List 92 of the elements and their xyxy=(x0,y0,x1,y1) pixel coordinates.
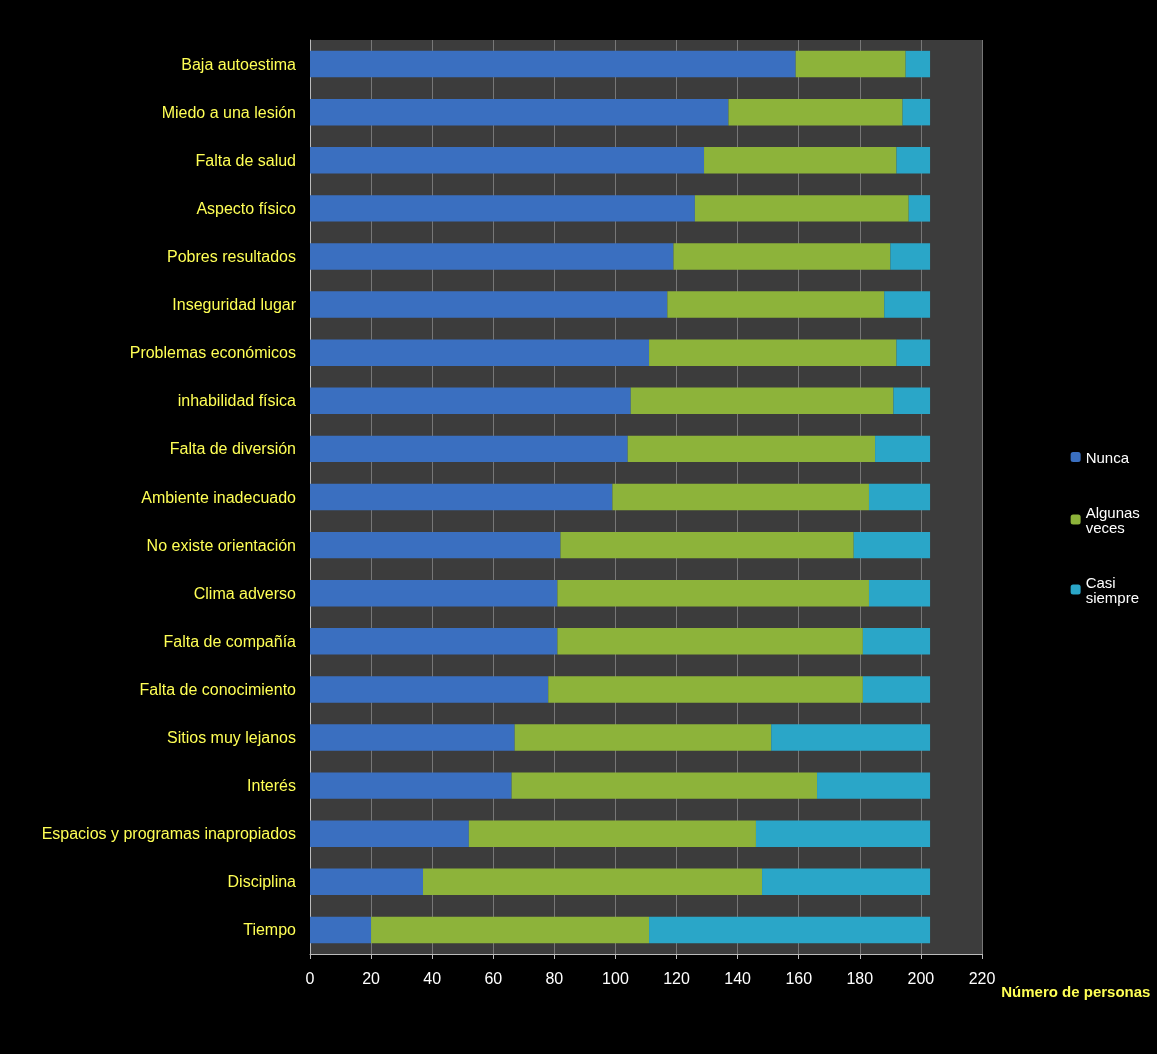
legend-label: Algunas veces xyxy=(1085,503,1144,536)
bar xyxy=(627,435,876,463)
bar xyxy=(310,50,796,78)
bar xyxy=(310,916,372,944)
bar xyxy=(310,98,729,126)
bar xyxy=(817,772,931,799)
bar xyxy=(310,435,628,463)
bar xyxy=(310,579,558,607)
y-tick-label: Falta de conocimiento xyxy=(139,680,297,698)
bar xyxy=(514,724,772,751)
bar xyxy=(673,243,891,270)
bar xyxy=(884,291,931,318)
x-tick-label: 100 xyxy=(602,969,629,987)
y-tick-label: Miedo a una lesión xyxy=(161,103,296,121)
y-tick-label: Sitios muy lejanos xyxy=(167,729,296,747)
x-tick-label: 120 xyxy=(663,969,690,987)
y-tick-label: Falta de compañía xyxy=(163,632,297,650)
legend-label: Casi siempre xyxy=(1085,573,1139,606)
bar xyxy=(310,291,668,318)
bar xyxy=(896,147,931,174)
bar xyxy=(557,579,869,607)
bar xyxy=(862,676,931,703)
x-tick-label: 180 xyxy=(846,969,874,987)
y-tick-label: Falta de salud xyxy=(195,151,296,169)
bar xyxy=(890,243,931,270)
x-tick-label: 80 xyxy=(545,969,564,987)
legend-label: Nunca xyxy=(1085,448,1130,466)
bar xyxy=(649,339,897,366)
bar xyxy=(310,676,549,703)
y-tick-label: Ambiente inadecuado xyxy=(141,488,297,506)
y-tick-label: Baja autoestima xyxy=(181,55,297,73)
bar xyxy=(762,868,931,896)
bar xyxy=(902,98,931,126)
bar xyxy=(862,628,931,655)
y-tick-label: inhabilidad física xyxy=(177,392,297,410)
x-axis-title: Número de personas xyxy=(1001,983,1151,1000)
x-tick-label: 140 xyxy=(724,969,752,987)
bar xyxy=(310,868,424,896)
y-tick-label: No existe orientación xyxy=(146,536,296,554)
bar xyxy=(896,339,931,366)
bar xyxy=(612,483,869,511)
y-tick-label: Falta de diversión xyxy=(169,440,296,458)
bar xyxy=(310,724,515,751)
bar xyxy=(468,820,756,847)
bar xyxy=(795,50,906,78)
y-tick-label: Inseguridad lugar xyxy=(172,296,297,314)
bar xyxy=(875,435,931,463)
x-tick-label: 20 xyxy=(362,969,381,987)
bar xyxy=(908,195,931,222)
bar xyxy=(371,916,650,944)
y-tick-label: Clima adverso xyxy=(193,584,297,602)
x-tick-label: 60 xyxy=(484,969,503,987)
bar xyxy=(310,147,705,174)
y-tick-label: Aspecto físico xyxy=(196,199,297,217)
bar xyxy=(704,147,897,174)
bar xyxy=(728,98,903,126)
x-tick-label: 40 xyxy=(423,969,442,987)
y-tick-label: Espacios y programas inapropiados xyxy=(41,825,296,843)
bar xyxy=(893,387,931,415)
y-tick-label: Pobres resultados xyxy=(167,247,296,265)
bar xyxy=(511,772,818,799)
bar xyxy=(853,531,931,559)
y-tick-label: Problemas económicos xyxy=(129,344,296,362)
bar xyxy=(868,483,931,511)
bar xyxy=(649,916,931,944)
bar xyxy=(310,772,512,799)
bar xyxy=(905,50,931,78)
bar xyxy=(667,291,885,318)
bar xyxy=(310,195,695,222)
bar xyxy=(557,628,863,655)
bar xyxy=(310,483,613,511)
bar xyxy=(868,579,931,607)
x-tick-label: 220 xyxy=(968,969,996,987)
bar xyxy=(310,531,561,559)
bar xyxy=(310,243,674,270)
bar xyxy=(755,820,931,847)
bar xyxy=(310,339,650,366)
x-tick-label: 200 xyxy=(907,969,935,987)
bar xyxy=(694,195,909,222)
bar xyxy=(630,387,894,415)
bar xyxy=(310,628,558,655)
bar xyxy=(423,868,763,896)
bar xyxy=(548,676,863,703)
bar xyxy=(771,724,931,751)
bar xyxy=(310,820,469,847)
bar xyxy=(560,531,854,559)
bar xyxy=(310,387,631,415)
y-tick-label: Disciplina xyxy=(227,873,297,891)
x-tick-label: 160 xyxy=(785,969,813,987)
y-tick-label: Interés xyxy=(247,777,296,795)
y-tick-label: Tiempo xyxy=(243,921,297,939)
x-tick-label: 0 xyxy=(305,969,315,987)
